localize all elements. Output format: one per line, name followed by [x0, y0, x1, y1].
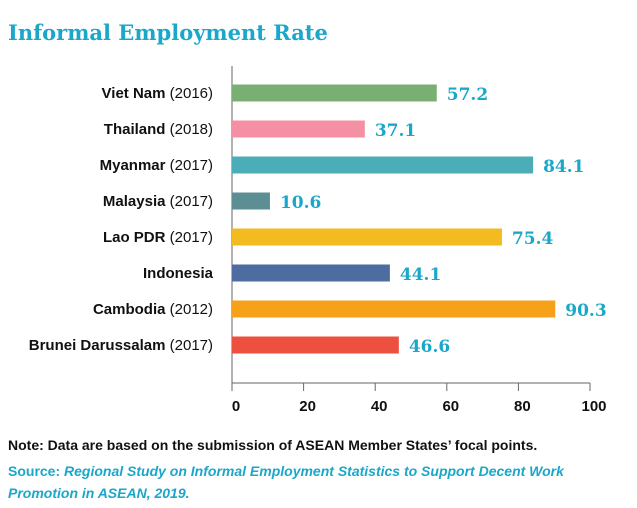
x-tick-label: 100 — [581, 398, 606, 415]
x-tick-label: 20 — [299, 398, 316, 415]
x-tick-label: 60 — [442, 398, 459, 415]
category-label: Malaysia (2017) — [103, 193, 213, 210]
category-year: (2017) — [165, 229, 213, 246]
category-name: Brunei Darussalam — [29, 337, 166, 354]
bar — [232, 336, 399, 354]
value-label: 37.1 — [375, 121, 416, 141]
category-label: Myanmar (2017) — [100, 157, 213, 174]
category-name: Lao PDR — [103, 229, 166, 246]
x-tick-label: 40 — [371, 398, 388, 415]
value-label: 10.6 — [280, 193, 321, 213]
bar — [232, 156, 534, 174]
category-name: Indonesia — [143, 265, 214, 282]
category-year: (2017) — [165, 157, 213, 174]
bar — [232, 84, 437, 102]
category-label: Lao PDR (2017) — [103, 229, 213, 246]
chart-title: Informal Employment Rate — [8, 20, 328, 45]
category-year: (2017) — [165, 193, 213, 210]
category-year: (2012) — [165, 301, 213, 318]
source-label: Source: — [8, 463, 61, 479]
footnote: Note: Data are based on the submission o… — [8, 437, 538, 453]
x-tick-label: 0 — [232, 398, 240, 415]
category-year: (2017) — [165, 337, 213, 354]
value-label: 90.3 — [565, 301, 606, 321]
category-name: Cambodia — [93, 301, 166, 318]
category-label: Viet Nam (2016) — [102, 85, 213, 102]
category-name: Viet Nam — [102, 85, 166, 102]
value-label: 84.1 — [543, 157, 584, 177]
category-label: Thailand (2018) — [104, 121, 213, 138]
x-tick-label: 80 — [514, 398, 531, 415]
value-label: 75.4 — [512, 229, 554, 249]
bar — [232, 192, 270, 210]
source-citation: Source: Regional Study on Informal Emplo… — [8, 460, 630, 504]
category-label: Cambodia (2012) — [93, 301, 213, 318]
bar — [232, 264, 390, 282]
category-name: Malaysia — [103, 193, 166, 210]
value-label: 44.1 — [400, 265, 441, 285]
category-name: Thailand — [104, 121, 166, 138]
category-label: Brunei Darussalam (2017) — [29, 337, 213, 354]
value-label: 57.2 — [447, 85, 488, 105]
category-name: Myanmar — [100, 157, 166, 174]
bar — [232, 300, 556, 318]
category-year: (2016) — [165, 85, 213, 102]
bar — [232, 228, 502, 246]
source-text: Regional Study on Informal Employment St… — [8, 463, 564, 501]
bar — [232, 120, 365, 138]
category-label: Indonesia — [143, 265, 214, 282]
bar-chart: 0 20 40 60 80 100 Viet Nam (2016) 57.2 Thailand … — [29, 66, 607, 415]
value-label: 46.6 — [409, 337, 450, 357]
category-year: (2018) — [165, 121, 213, 138]
